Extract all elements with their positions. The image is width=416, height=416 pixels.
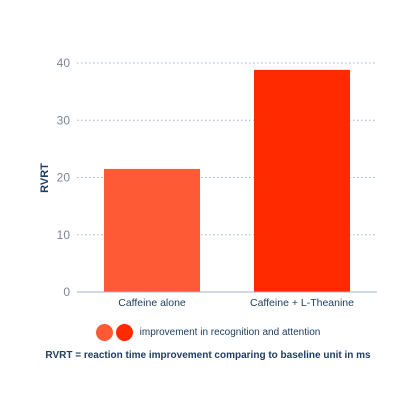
- legend-label: improvement in recognition and attention: [139, 326, 321, 338]
- bar-1: [104, 168, 200, 292]
- legend-swatch-1: [95, 323, 113, 341]
- legend: improvement in recognition and attention: [0, 322, 416, 342]
- y-tick-label-10: 10: [57, 228, 71, 242]
- y-tick-label-0: 0: [63, 285, 70, 299]
- x-tick-label-1: Caffeine alone: [118, 297, 186, 309]
- y-tick-label-30: 30: [57, 113, 71, 127]
- footnote: RVRT = reaction time improvement compari…: [45, 350, 371, 361]
- legend-swatch-2: [115, 323, 133, 341]
- bar-2: [254, 69, 350, 293]
- y-axis-label: RVRT: [39, 163, 51, 193]
- y-axis-ticks: 0 10 20 30 40: [57, 56, 71, 299]
- y-tick-label-20: 20: [57, 171, 71, 185]
- bars: [104, 69, 350, 293]
- x-tick-label-2: Caffeine + L-Theanine: [250, 297, 354, 309]
- y-tick-label-40: 40: [57, 56, 71, 70]
- x-axis-ticks: Caffeine alone Caffeine + L-Theanine: [118, 297, 354, 309]
